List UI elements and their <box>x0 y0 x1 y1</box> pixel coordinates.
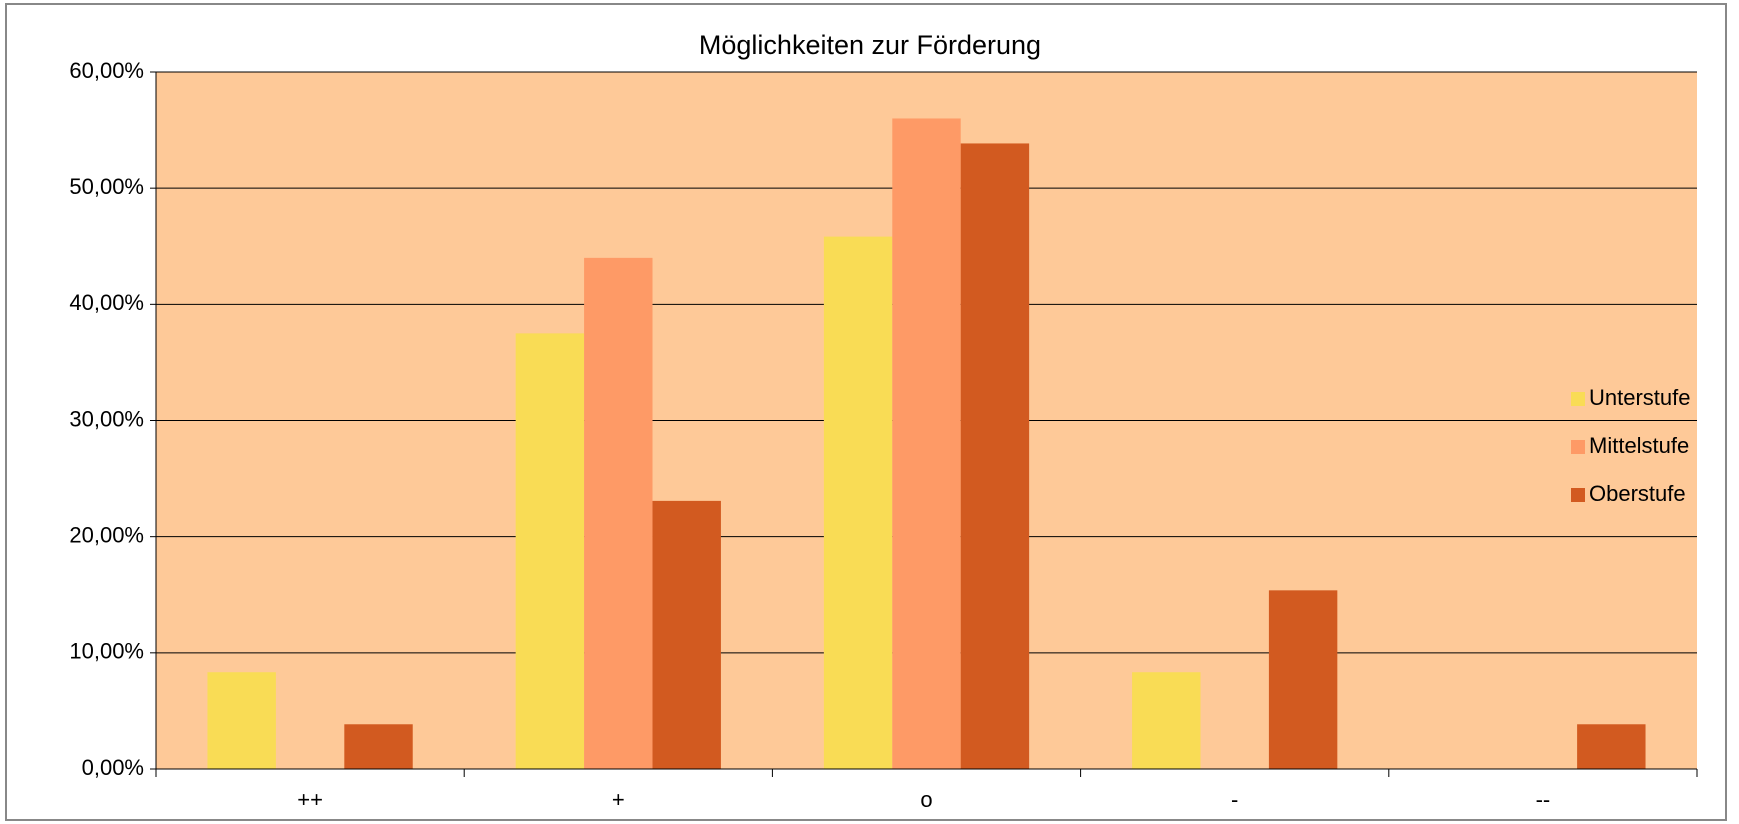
bar <box>207 672 276 769</box>
bar <box>1577 724 1646 769</box>
bar <box>960 143 1030 769</box>
chart-title: Möglichkeiten zur Förderung <box>699 30 1041 60</box>
bar <box>652 500 721 769</box>
y-tick-label: 10,00% <box>69 639 144 664</box>
bar <box>1132 672 1201 769</box>
legend-label: Oberstufe <box>1589 481 1686 506</box>
bar <box>344 724 413 769</box>
x-tick-label: ++ <box>297 787 323 812</box>
x-tick-label: o <box>920 787 932 812</box>
y-tick-label: 0,00% <box>82 755 144 780</box>
y-tick-label: 60,00% <box>69 58 144 83</box>
bar <box>823 236 893 770</box>
y-tick-label: 50,00% <box>69 174 144 199</box>
x-tick-label: -- <box>1536 787 1551 812</box>
legend-swatch <box>1571 488 1585 502</box>
y-tick-label: 40,00% <box>69 290 144 315</box>
x-tick-label: - <box>1231 787 1238 812</box>
legend-swatch <box>1571 392 1585 406</box>
y-tick-label: 30,00% <box>69 406 144 431</box>
bar <box>1268 590 1338 769</box>
legend-label: Unterstufe <box>1589 385 1691 410</box>
bar <box>892 118 961 769</box>
x-tick-label: + <box>612 787 625 812</box>
y-tick-label: 20,00% <box>69 522 144 547</box>
legend-label: Mittelstufe <box>1589 433 1689 458</box>
bar <box>584 257 653 769</box>
bar <box>515 333 585 769</box>
legend-swatch <box>1571 440 1585 454</box>
